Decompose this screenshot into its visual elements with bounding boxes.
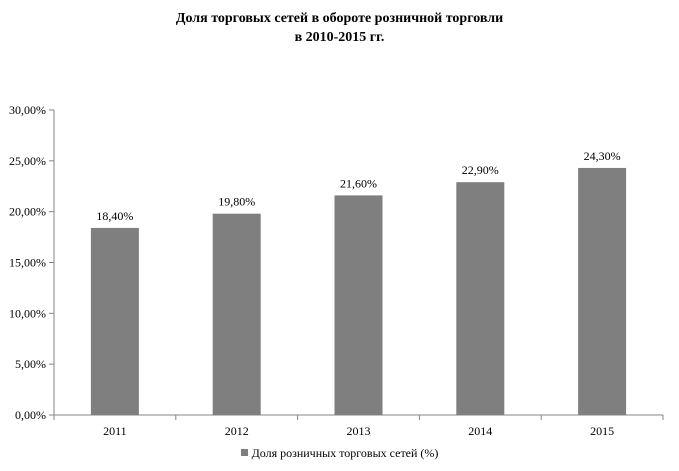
legend: Доля розничных торговых сетей (%) — [0, 445, 679, 461]
data-label: 18,40% — [96, 209, 133, 223]
bar — [212, 213, 261, 415]
bar — [90, 227, 139, 415]
x-tick-label: 2014 — [468, 424, 492, 438]
chart-title-line-1: Доля торговых сетей в обороте розничной … — [175, 11, 504, 26]
x-tick-label: 2015 — [590, 424, 614, 438]
x-tick-label: 2012 — [225, 424, 249, 438]
data-label: 21,60% — [340, 176, 377, 190]
legend-swatch — [240, 449, 248, 456]
y-tick-label: 15,00% — [9, 256, 46, 270]
x-tick-label: 2011 — [103, 424, 127, 438]
legend-label: Доля розничных торговых сетей (%) — [251, 446, 439, 460]
y-tick-label: 30,00% — [9, 103, 46, 117]
data-label: 22,90% — [462, 163, 499, 177]
y-tick-label: 10,00% — [9, 306, 46, 320]
bar — [456, 182, 505, 415]
y-tick-label: 25,00% — [9, 154, 46, 168]
chart-title: Доля торговых сетей в обороте розничной … — [0, 9, 679, 47]
y-tick-label: 0,00% — [15, 408, 46, 422]
y-tick-label: 5,00% — [15, 357, 46, 371]
chart-title-line-2: в 2010-2015 гг. — [294, 30, 385, 45]
data-label: 24,30% — [584, 149, 621, 163]
bar — [334, 195, 383, 415]
bar — [578, 167, 627, 415]
y-tick-label: 20,00% — [9, 205, 46, 219]
x-tick-label: 2013 — [347, 424, 371, 438]
data-label: 19,80% — [218, 195, 255, 209]
